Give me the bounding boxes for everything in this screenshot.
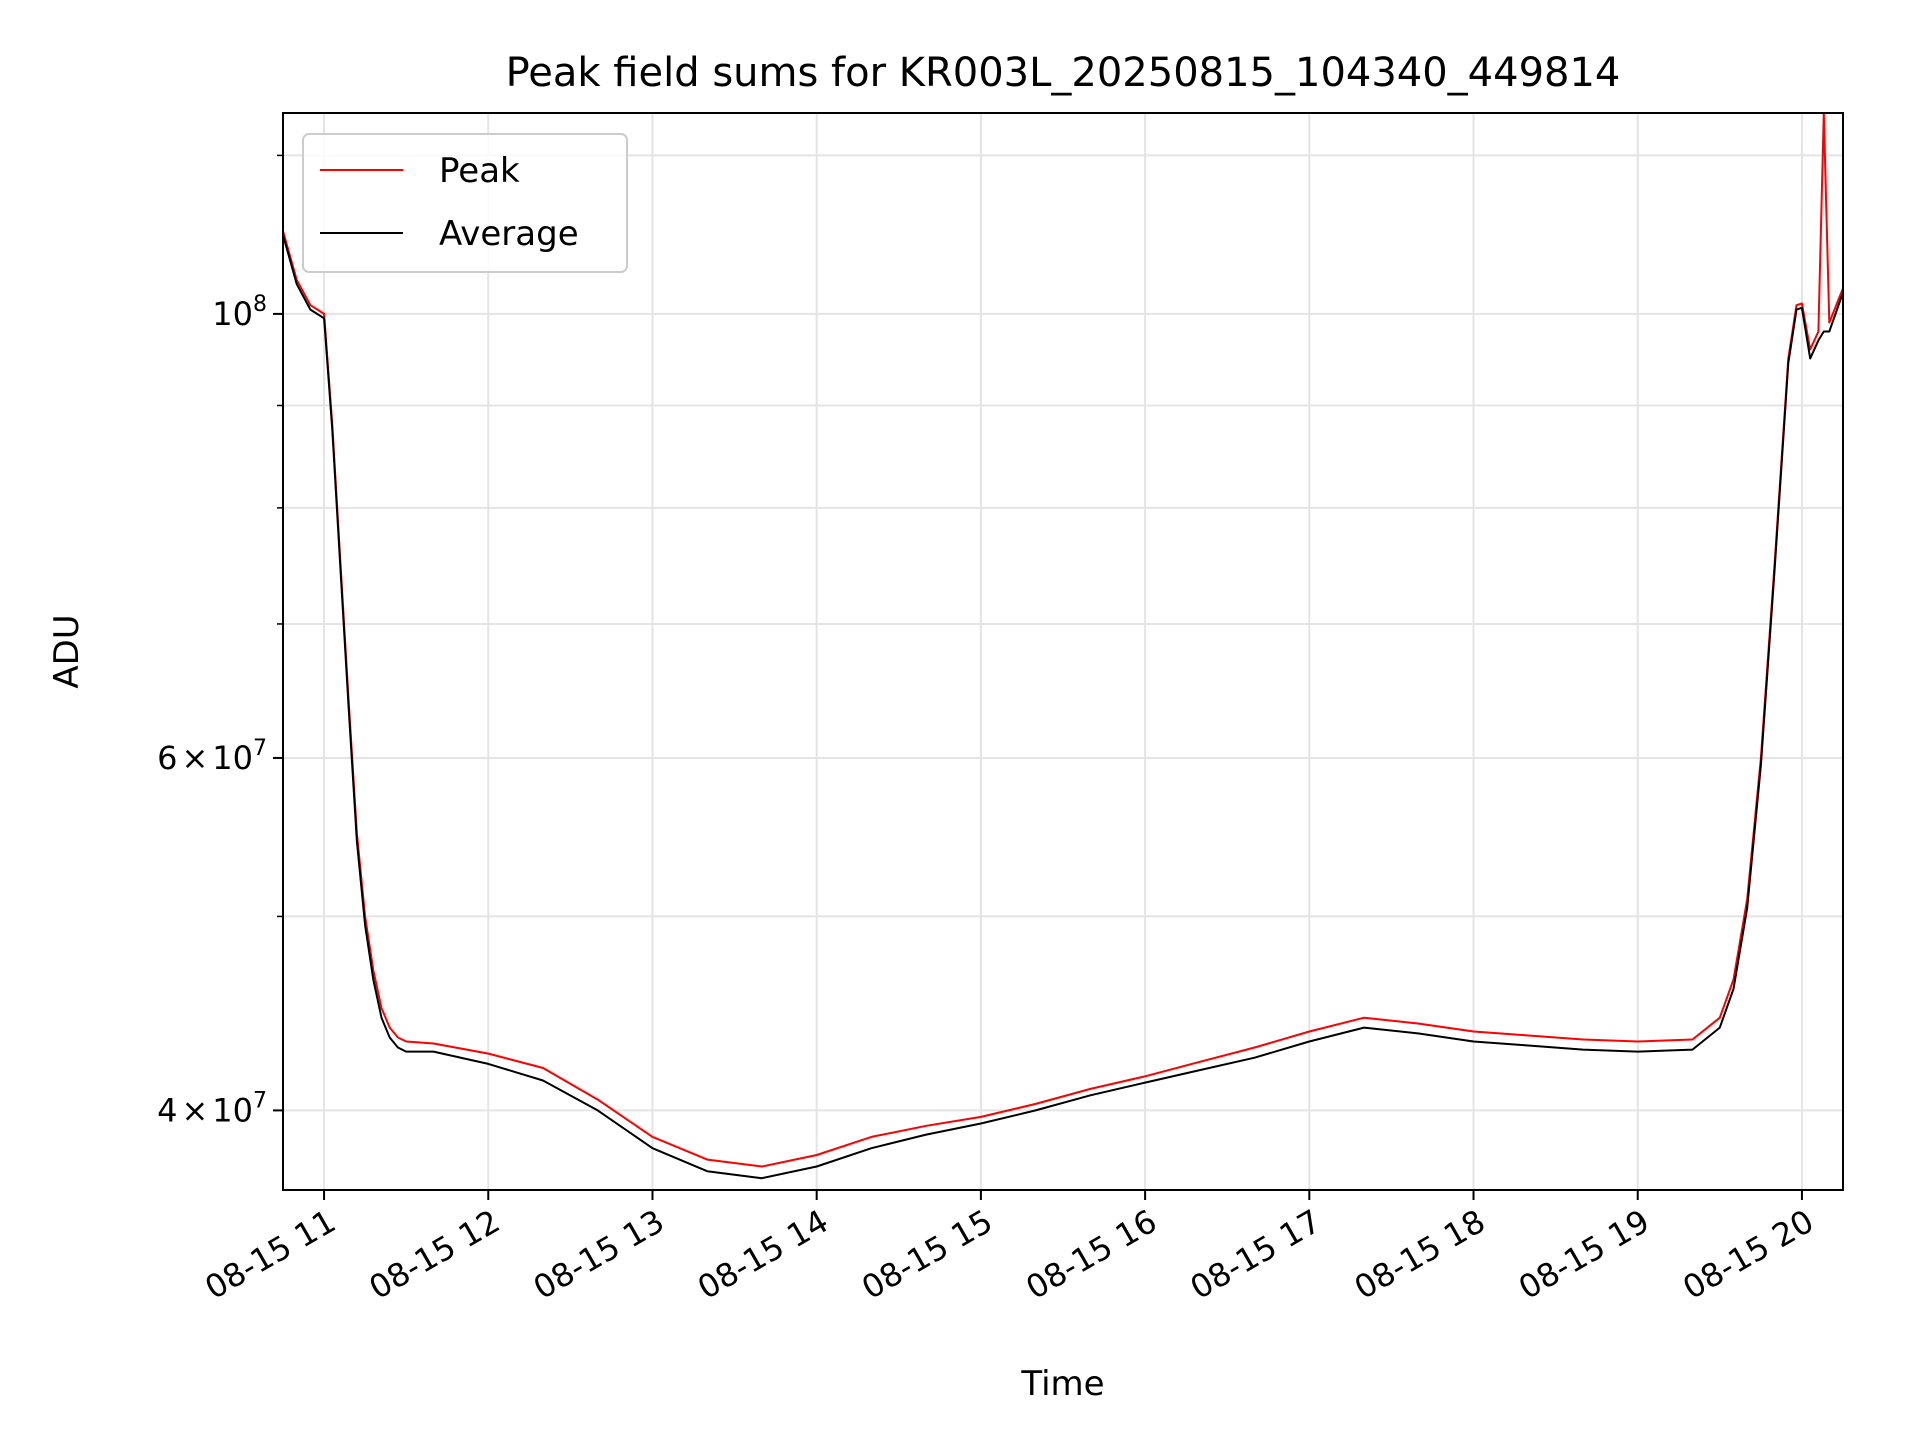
y-tick-base: 10 [212, 739, 253, 777]
x-tick-label: 08-15 19 [1512, 1202, 1656, 1307]
x-tick-label: 08-15 11 [198, 1202, 342, 1307]
plot-frame [282, 112, 1844, 1191]
y-tick-base: 10 [212, 295, 253, 333]
x-tick-label: 08-15 12 [363, 1202, 507, 1307]
legend-box [302, 133, 628, 273]
x-tick-label: 08-15 17 [1184, 1202, 1328, 1307]
y-tick-times-sign: × [181, 739, 208, 777]
y-tick-exponent: 7 [253, 1088, 267, 1113]
x-axis: 08-15 11 08-15 12 08-15 13 08-15 14 08-15 15… [198, 1190, 1820, 1307]
y-tick-base: 10 [212, 1091, 253, 1129]
y-axis-label: ADU [47, 614, 87, 688]
y-tick-label: 6 × 107 [157, 736, 267, 777]
x-axis-label: Time [1020, 1364, 1104, 1404]
chart-title: Peak field sums for KR003L_20250815_1043… [506, 50, 1621, 96]
y-tick-exponent: 8 [253, 292, 267, 317]
series-lines [282, 112, 1844, 1180]
legend: Peak Average [302, 133, 628, 273]
legend-label-average: Average [439, 214, 579, 254]
x-tick-label: 08-15 16 [1020, 1202, 1164, 1307]
x-tick-label: 08-15 15 [855, 1202, 999, 1307]
x-tick-label: 08-15 13 [527, 1202, 671, 1307]
legend-label-peak: Peak [439, 151, 520, 191]
y-tick-label: 4 × 107 [157, 1088, 267, 1129]
x-tick-label: 08-15 18 [1348, 1202, 1492, 1307]
y-tick-times-sign: × [181, 1091, 208, 1129]
grid [283, 113, 1843, 1190]
y-tick-mantissa: 6 [157, 739, 177, 777]
y-tick-label: 108 [212, 292, 267, 333]
x-tick-label: 08-15 14 [691, 1202, 835, 1307]
y-tick-mantissa: 4 [157, 1091, 177, 1129]
series-line-average [282, 234, 1844, 1180]
y-tick-exponent: 7 [253, 736, 267, 761]
x-tick-label: 08-15 20 [1676, 1202, 1820, 1307]
